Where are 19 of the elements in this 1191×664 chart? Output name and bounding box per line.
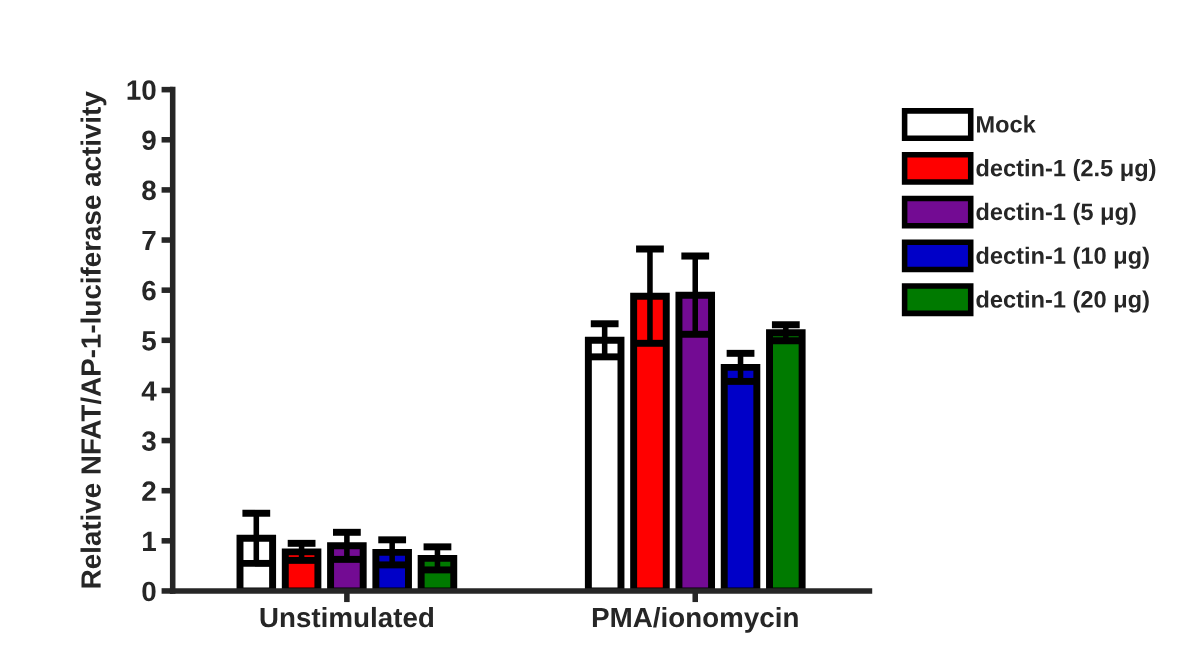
legend-label: dectin-1 (20 μg)	[976, 290, 1149, 313]
y-tick-label: 6	[142, 280, 156, 301]
y-tick-label: 4	[141, 381, 157, 401]
y-tick-label: 5	[142, 331, 156, 351]
y-tick-label: 7	[142, 230, 156, 251]
legend-label: dectin-1 (5 μg)	[976, 202, 1136, 225]
y-tick-label: 1	[143, 531, 156, 551]
y-tick-label: 3	[141, 431, 156, 451]
x-tick-label: Unstimulated	[260, 606, 434, 628]
legend-label: Mock	[977, 115, 1036, 133]
y-tick-label: 2	[142, 481, 156, 501]
y-tick-label: 10	[127, 80, 156, 100]
y-tick-label: 0	[142, 581, 156, 602]
y-tick-label: 9	[142, 130, 156, 151]
y-tick-label: 8	[142, 180, 156, 201]
legend-label: dectin-1 (2.5 μg)	[976, 159, 1156, 182]
x-tick-label: PMA/ionomycin	[592, 606, 798, 633]
y-axis-title: Relative NFAT/AP-1-luciferase activity	[80, 91, 107, 588]
legend-label: dectin-1 (10 μg)	[976, 246, 1149, 269]
